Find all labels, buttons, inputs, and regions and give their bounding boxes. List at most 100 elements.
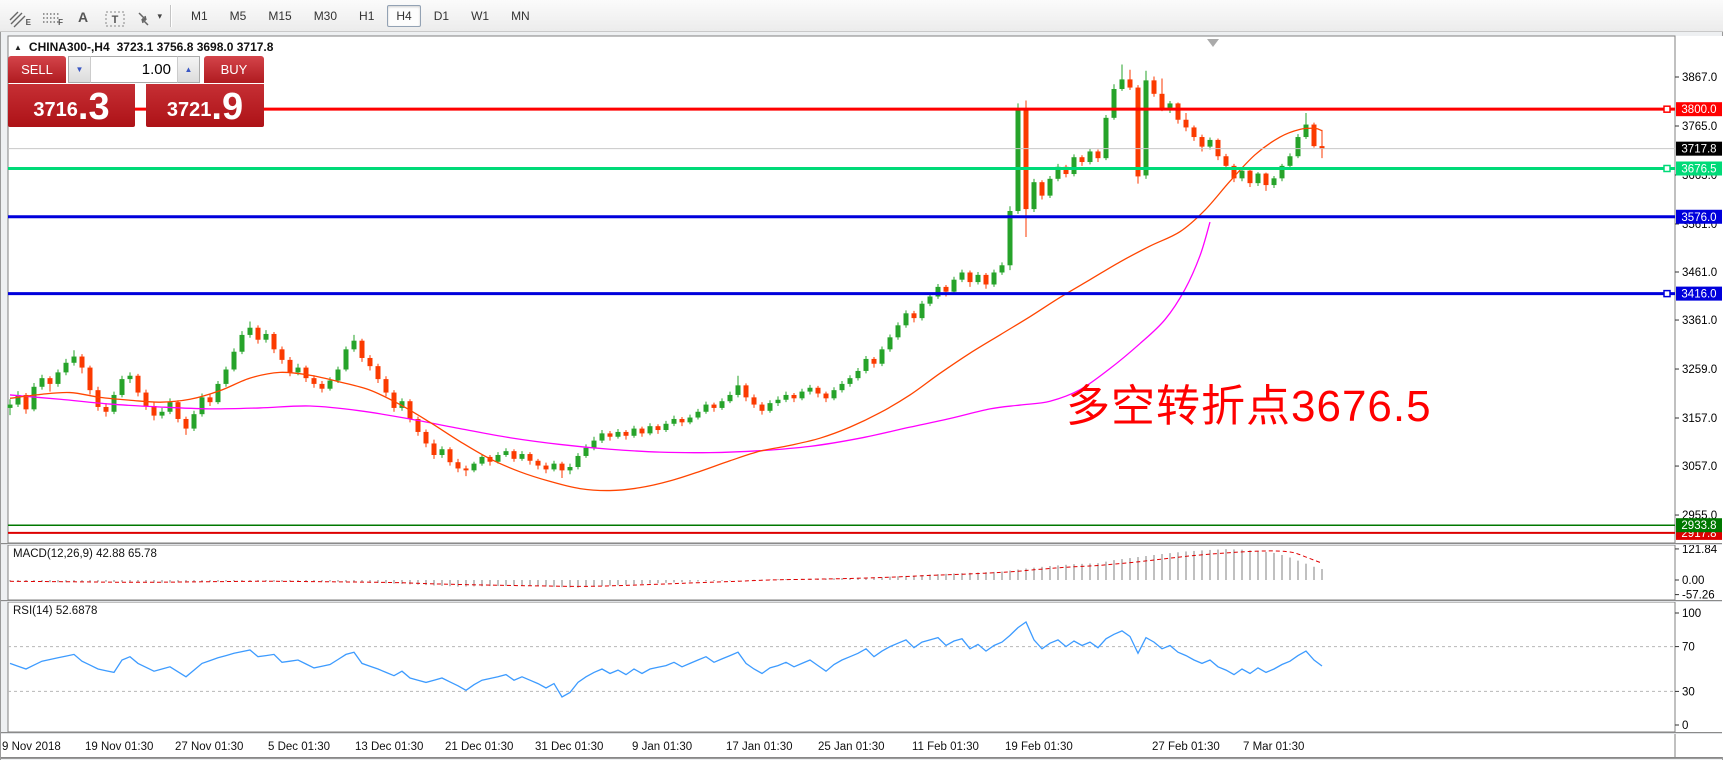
candle-body: [687, 417, 693, 423]
text-annotation-icon[interactable]: A: [77, 8, 89, 25]
candle-body: [375, 366, 381, 380]
candle-body: [471, 463, 477, 471]
buy-price-display[interactable]: 3721.9: [146, 84, 264, 127]
candle-body: [551, 463, 557, 470]
candle-body: [239, 334, 245, 352]
hline-drag-handle[interactable]: [1663, 164, 1671, 173]
timeframe-button-h4[interactable]: H4: [387, 4, 421, 27]
candle-body: [759, 404, 765, 411]
candle-body: [719, 401, 725, 408]
sell-price-fraction: .3: [77, 86, 110, 128]
candle-body: [895, 325, 901, 338]
candle-body: [863, 358, 869, 371]
timeframe-button-m30[interactable]: M30: [313, 8, 338, 23]
toolbar-separator: [170, 4, 172, 27]
time-axis-label: 19 Nov 01:30: [85, 741, 153, 753]
candle-body: [1247, 170, 1253, 184]
timeframe-button-mn[interactable]: MN: [511, 8, 530, 23]
candle-body: [655, 426, 661, 431]
candle-body: [983, 274, 989, 285]
candle-body: [671, 418, 677, 424]
candle-body: [1255, 173, 1261, 184]
chart-symbol-period: CHINA300-,H4: [28, 40, 110, 54]
chart-title: ▲ CHINA300-,H4 3723.1 3756.8 3698.0 3717…: [14, 40, 273, 54]
candle-body: [567, 467, 573, 471]
timeframe-button-m15[interactable]: M15: [268, 8, 292, 23]
panel-separator[interactable]: [1, 543, 1722, 546]
equidistant-lines-icon[interactable]: E: [4, 3, 34, 29]
candle-body: [527, 454, 533, 461]
collapse-arrow-icon[interactable]: ▲: [14, 42, 22, 52]
candle-body: [1039, 182, 1045, 196]
candle-body: [399, 401, 405, 408]
price-badge: [1676, 286, 1722, 301]
chart-shift-marker-icon[interactable]: [1207, 39, 1219, 47]
candle-body: [343, 349, 349, 370]
timeframe-button-d1[interactable]: D1: [433, 8, 450, 23]
sell-price-display[interactable]: 3716.3: [8, 84, 135, 127]
hline-drag-handle[interactable]: [1663, 105, 1671, 113]
candle-body: [799, 391, 805, 399]
candle-body: [575, 455, 581, 468]
candle-body: [855, 370, 861, 379]
timeframe-button-m1[interactable]: M1: [191, 8, 208, 23]
rsi-panel[interactable]: [7, 601, 1676, 733]
candle-body: [647, 426, 653, 434]
candle-body: [311, 378, 317, 384]
timeframe-button-m5[interactable]: M5: [229, 8, 247, 23]
candle-body: [815, 387, 821, 394]
candle-body: [535, 460, 541, 466]
panel-separator[interactable]: [1, 732, 1722, 735]
stepper-up-icon: ▲: [184, 65, 193, 74]
timeframe-button-w1[interactable]: W1: [471, 8, 490, 23]
candle-body: [839, 383, 845, 391]
macd-panel[interactable]: [7, 544, 1676, 601]
candle-body: [751, 397, 757, 405]
cursor-arrows-icon[interactable]: ▾: [132, 3, 162, 29]
candle-body: [207, 397, 213, 403]
candle-body: [975, 274, 981, 283]
volume-input[interactable]: [90, 56, 178, 83]
price-tick-label: 3361.0: [1682, 315, 1717, 327]
candle-body: [599, 433, 605, 441]
main-toolbar: E F A T ▾ M1 M5 M15 M30 H1 H4 D1 W1 MN: [0, 0, 1723, 32]
candle-body: [1063, 166, 1069, 175]
price-badge: [1676, 161, 1722, 176]
main-price-panel[interactable]: [7, 35, 1676, 544]
candle-body: [135, 375, 141, 393]
candle-body: [223, 369, 229, 384]
trade-prices-row: 3716.3 3721.9: [8, 84, 266, 127]
time-axis-strip: [1, 734, 1722, 757]
chart-text-annotation: 多空转折点3676.5: [1066, 382, 1432, 431]
candle-body: [1111, 89, 1117, 118]
volume-increase-button[interactable]: ▲: [178, 56, 200, 83]
candle-body: [1007, 211, 1013, 266]
price-tick-label: 3867.0: [1682, 72, 1717, 84]
candle-body: [1151, 80, 1157, 94]
text-label-icon[interactable]: T: [100, 3, 130, 29]
timeframe-group: M1 M5 M15 M30 H1 H4 D1 W1 MN: [180, 4, 541, 27]
candle-body: [199, 397, 205, 415]
sell-button[interactable]: SELL: [8, 56, 66, 83]
volume-decrease-button[interactable]: ▼: [68, 56, 90, 83]
timeframe-button-h1[interactable]: H1: [359, 8, 375, 23]
candle-body: [1087, 151, 1093, 163]
candle-body: [639, 428, 645, 434]
candle-body: [495, 454, 501, 462]
panel-separator[interactable]: [1, 600, 1722, 603]
candle-body: [1023, 108, 1029, 210]
candle-body: [703, 404, 709, 412]
price-tick-label: 3765.0: [1682, 121, 1717, 133]
candle-body: [1159, 93, 1165, 109]
candle-body: [807, 387, 813, 392]
candle-body: [351, 340, 357, 350]
buy-button[interactable]: BUY: [204, 56, 264, 83]
fibonacci-grid-icon[interactable]: F: [36, 3, 66, 29]
hline-drag-handle[interactable]: [1663, 289, 1671, 298]
price-badge-label: 3576.0: [1681, 212, 1716, 224]
candle-body: [1295, 137, 1301, 157]
candle-body: [583, 447, 589, 456]
candle-body: [15, 394, 21, 405]
price-badge: [1676, 141, 1722, 156]
